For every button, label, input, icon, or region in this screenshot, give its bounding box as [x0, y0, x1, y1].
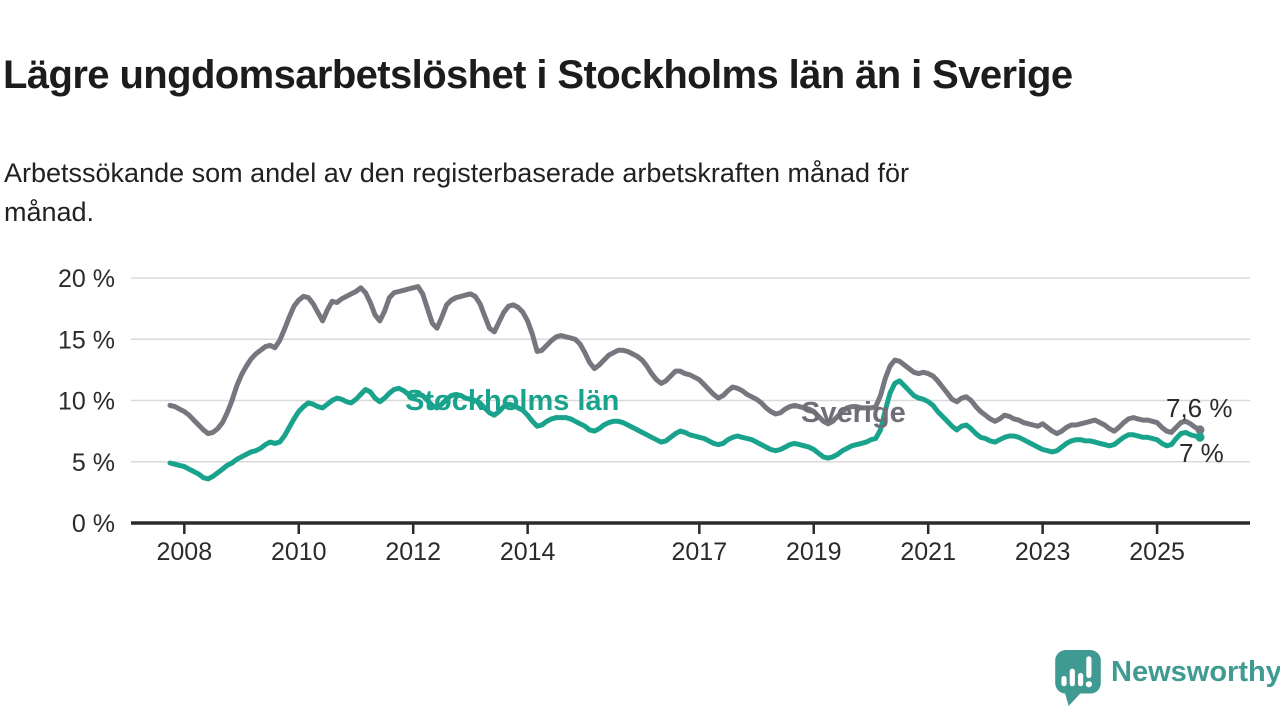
series-lines — [167, 284, 1205, 482]
series-line-stockholms-lan — [167, 378, 1203, 482]
y-tick-label: 10 % — [58, 388, 115, 416]
x-tick-label: 2023 — [1015, 538, 1071, 566]
x-tick-label: 2019 — [786, 538, 842, 566]
x-tick-label: 2025 — [1129, 538, 1185, 566]
x-tick-label: 2008 — [156, 538, 212, 566]
chart-subtitle: Arbetssökande som andel av den registerb… — [4, 158, 910, 227]
axes: 0 % 5 % 10 % 15 % 20 % 2008 2010 2012 2014 2017 20… — [58, 265, 1185, 566]
page-title: Lägre ungdomsarbetslöshet i Stockholms l… — [3, 52, 1073, 97]
y-tick-label: 5 % — [72, 449, 115, 477]
end-value-label-stockholms-lan: 7 % — [1179, 438, 1224, 468]
x-tick-label: 2021 — [900, 538, 956, 566]
y-tick-label: 20 % — [58, 265, 115, 293]
x-tick-label: 2014 — [500, 538, 556, 566]
newsworthy-brand: Newsworthy — [1054, 649, 1280, 707]
y-tick-label: 0 % — [72, 510, 115, 538]
brand-name: Newsworthy — [1111, 656, 1280, 688]
gridlines — [131, 277, 1250, 525]
series-label-stockholms-lan: Stockholms län — [405, 385, 619, 417]
series-line-sverige — [167, 284, 1203, 437]
newsworthy-logo-icon — [1055, 650, 1101, 706]
y-tick-label: 15 % — [58, 326, 115, 354]
x-tick-label: 2010 — [271, 538, 327, 566]
x-tick-label: 2017 — [671, 538, 727, 566]
x-tick-label: 2012 — [385, 538, 441, 566]
series-end-dot — [1195, 432, 1205, 442]
series-end-dot — [1195, 425, 1205, 435]
series-label-sverige: Sverige — [801, 397, 906, 429]
end-value-label-sverige: 7,6 % — [1166, 393, 1233, 423]
